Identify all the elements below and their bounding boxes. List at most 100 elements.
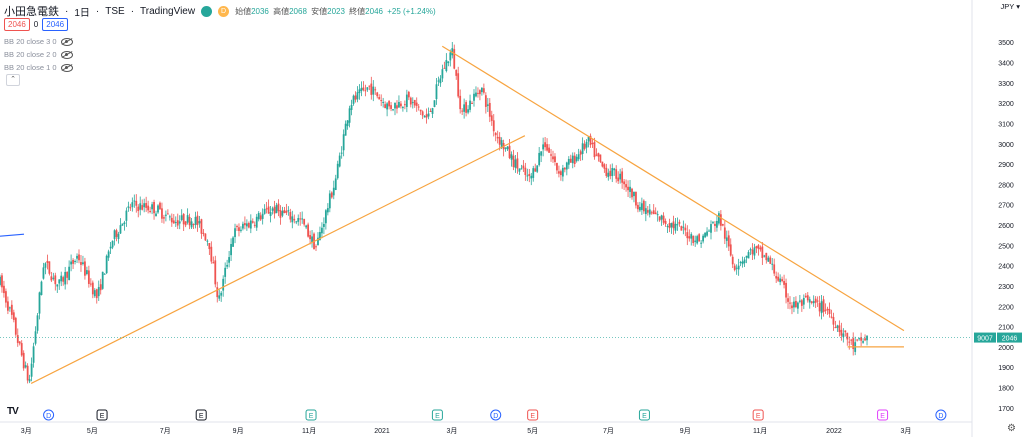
- y-tick-label: 2800: [998, 182, 1014, 189]
- candle: [321, 222, 323, 239]
- candle: [660, 214, 663, 226]
- candle: [429, 108, 432, 112]
- candle: [72, 258, 74, 269]
- currency-selector[interactable]: JPY ▾: [1000, 2, 1020, 11]
- candle: [530, 172, 533, 186]
- indicator-row[interactable]: BB 20 close 2 0: [4, 50, 73, 59]
- delay-badge[interactable]: D: [218, 5, 230, 17]
- candle: [297, 214, 300, 226]
- candle: [526, 168, 529, 182]
- candle: [591, 138, 594, 149]
- bid-button[interactable]: 2046: [4, 18, 30, 31]
- candle: [488, 98, 491, 123]
- candle: [68, 260, 71, 281]
- dividend-marker[interactable]: D: [935, 409, 947, 421]
- candle: [593, 137, 596, 160]
- dividend-marker[interactable]: D: [490, 409, 502, 421]
- earnings-marker[interactable]: E: [638, 409, 650, 421]
- candle: [652, 204, 655, 215]
- candle: [457, 66, 460, 99]
- candle: [635, 191, 637, 209]
- candle: [251, 218, 254, 224]
- candle: [214, 255, 217, 288]
- market-status-icon[interactable]: [201, 5, 213, 17]
- candle: [89, 278, 92, 287]
- candle: [658, 216, 661, 222]
- earnings-marker[interactable]: E: [431, 409, 443, 421]
- dividend-marker[interactable]: D: [43, 409, 55, 421]
- candle: [58, 279, 61, 290]
- candle: [253, 221, 256, 228]
- candle: [208, 242, 211, 255]
- interval-label[interactable]: 1日: [74, 7, 90, 19]
- candle: [838, 320, 841, 337]
- candle: [461, 108, 464, 115]
- trendline[interactable]: [441, 45, 905, 332]
- candle: [581, 137, 584, 161]
- candle: [854, 336, 857, 356]
- candle: [490, 110, 493, 126]
- candle: [115, 228, 118, 242]
- candle: [785, 278, 787, 304]
- candle: [194, 211, 197, 229]
- candle: [48, 261, 51, 276]
- ask-button[interactable]: 2046: [42, 18, 69, 31]
- candle: [275, 202, 278, 214]
- candle: [550, 149, 552, 162]
- candle: [605, 163, 608, 178]
- candle: [243, 216, 246, 230]
- candle: [20, 340, 23, 357]
- candle: [247, 221, 250, 229]
- hidden-eye-icon[interactable]: [60, 50, 73, 59]
- candle: [26, 363, 29, 384]
- indicator-row[interactable]: BB 20 close 1 0: [4, 63, 73, 72]
- candle: [322, 217, 325, 235]
- candle: [40, 280, 43, 296]
- candle: [445, 53, 448, 73]
- candle: [723, 221, 726, 245]
- candle: [559, 169, 562, 181]
- candle: [74, 259, 76, 265]
- candle: [38, 291, 41, 320]
- candle: [512, 149, 515, 171]
- candle: [816, 296, 819, 307]
- candle: [459, 89, 462, 114]
- candle: [680, 225, 683, 231]
- candle: [846, 332, 849, 346]
- candle: [401, 105, 404, 112]
- hidden-eye-icon[interactable]: [60, 37, 73, 46]
- earnings-marker[interactable]: E: [96, 409, 108, 421]
- candle: [441, 64, 444, 83]
- svg-text:D: D: [493, 413, 498, 420]
- candle: [747, 250, 750, 259]
- candle: [569, 154, 572, 163]
- candle: [135, 194, 138, 213]
- candle: [344, 120, 347, 136]
- earnings-marker[interactable]: E: [527, 409, 539, 421]
- earnings-marker[interactable]: E: [305, 409, 317, 421]
- candle: [386, 102, 388, 117]
- trendline[interactable]: [30, 135, 526, 385]
- candle: [668, 218, 671, 233]
- earnings-marker[interactable]: E: [877, 409, 889, 421]
- candle: [222, 275, 225, 297]
- earnings-marker[interactable]: E: [752, 409, 764, 421]
- candle: [364, 84, 367, 97]
- gear-icon[interactable]: ⚙: [1007, 423, 1016, 434]
- candle: [538, 147, 541, 167]
- last-price-badge: [997, 332, 1022, 343]
- hidden-eye-icon[interactable]: [60, 63, 73, 72]
- ohlc-values: 始値2036 高値2068 安値2023 終値2046 +25 (+1.24%): [235, 6, 436, 16]
- candle: [153, 199, 155, 220]
- earnings-marker[interactable]: E: [195, 409, 207, 421]
- candle: [579, 149, 582, 161]
- symbol-name[interactable]: 小田急電鉄: [4, 6, 59, 18]
- indicator-row[interactable]: BB 20 close 3 0: [4, 37, 73, 46]
- candle: [174, 216, 177, 227]
- candle: [455, 69, 458, 80]
- candle: [425, 108, 428, 124]
- collapse-legend-button[interactable]: ⌃: [6, 74, 20, 86]
- candle: [577, 148, 580, 162]
- tradingview-logo-icon[interactable]: TV: [7, 406, 19, 417]
